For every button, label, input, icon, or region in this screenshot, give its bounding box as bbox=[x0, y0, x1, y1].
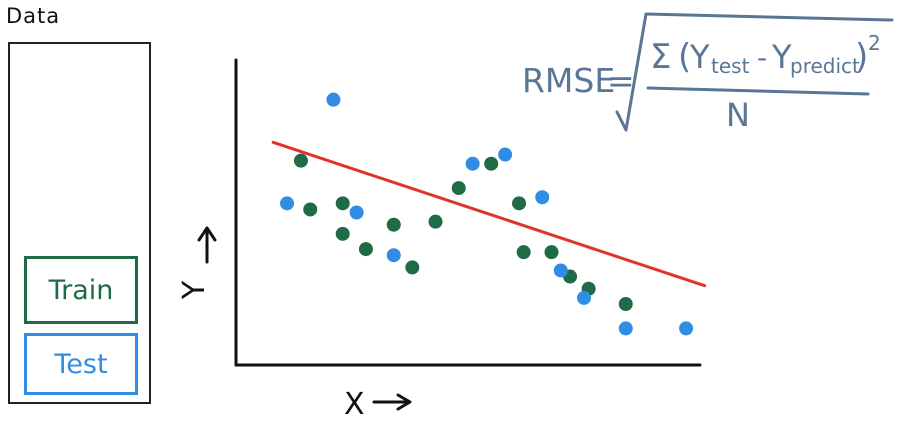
data-points bbox=[271, 92, 707, 336]
train-point bbox=[335, 226, 350, 241]
test-point bbox=[679, 321, 694, 336]
train-point bbox=[335, 196, 350, 211]
train-point bbox=[451, 181, 466, 196]
plot-axes bbox=[234, 58, 702, 367]
train-point bbox=[293, 153, 308, 168]
train-point bbox=[544, 245, 559, 260]
x-axis-label-group: X bbox=[344, 387, 412, 421]
x-axis-label: X bbox=[344, 387, 365, 421]
test-point bbox=[553, 263, 568, 278]
formula-y-test: Y bbox=[689, 38, 710, 76]
test-point bbox=[535, 190, 550, 205]
formula-open-paren: ( bbox=[678, 37, 691, 77]
fraction-bar bbox=[646, 86, 870, 96]
x-arrow-head bbox=[396, 393, 412, 411]
formula-denominator: N bbox=[726, 96, 750, 134]
y-axis-label: Y bbox=[177, 280, 212, 300]
test-point bbox=[280, 196, 295, 211]
train-point bbox=[512, 196, 527, 211]
formula-close-paren: ) bbox=[855, 37, 868, 77]
data-title: Data bbox=[6, 4, 61, 28]
formula-exponent: 2 bbox=[868, 31, 881, 55]
train-point bbox=[303, 202, 318, 217]
test-point bbox=[465, 156, 480, 171]
test-point bbox=[386, 248, 401, 263]
train-point bbox=[618, 297, 633, 311]
train-point bbox=[358, 242, 373, 257]
test-point bbox=[498, 147, 513, 162]
test-point bbox=[326, 92, 341, 107]
formula-y-predict: Y bbox=[771, 38, 792, 76]
train-point bbox=[484, 156, 499, 171]
train-label: Train bbox=[48, 274, 114, 306]
regression-line bbox=[271, 140, 707, 288]
formula-sub-predict: predict bbox=[790, 54, 860, 78]
sqrt-sign bbox=[615, 12, 894, 132]
test-label: Test bbox=[54, 348, 108, 380]
formula-lhs: RMSE bbox=[522, 61, 615, 100]
sum-symbol: Σ bbox=[650, 37, 671, 77]
y-arrow-head bbox=[197, 226, 217, 242]
train-box: Train bbox=[24, 256, 138, 324]
data-column bbox=[8, 42, 151, 404]
formula-equals: = bbox=[607, 61, 635, 100]
formula-minus: - bbox=[757, 41, 767, 74]
formula-sub-test: test bbox=[711, 54, 750, 78]
test-point bbox=[618, 321, 633, 336]
train-point bbox=[405, 260, 420, 275]
y-axis-label-group: Y bbox=[177, 226, 217, 300]
train-point bbox=[516, 245, 531, 260]
train-point bbox=[428, 214, 443, 229]
train-point bbox=[386, 217, 401, 232]
test-box: Test bbox=[24, 333, 138, 395]
test-point bbox=[349, 205, 364, 220]
test-point bbox=[577, 290, 591, 305]
